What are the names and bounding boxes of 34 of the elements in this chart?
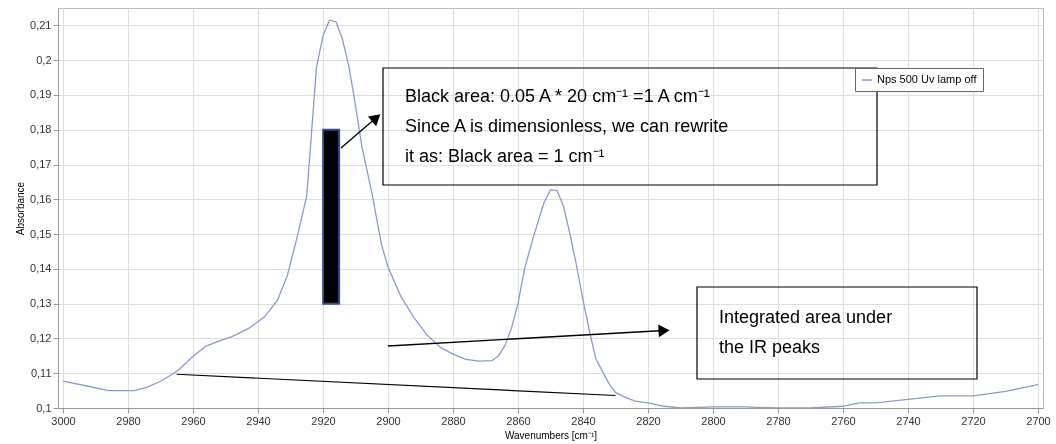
x-tick-label: 2920	[311, 414, 336, 427]
x-tick-label: 3000	[51, 414, 76, 427]
x-tick-label: 2980	[116, 414, 141, 427]
x-tick-label: 2700	[1026, 414, 1051, 427]
y-tick-label: 0,16	[30, 192, 52, 205]
y-tick-label: 0,12	[30, 331, 52, 344]
x-axis-title: Wavenumbers [cm⁻¹]	[504, 429, 598, 441]
legend-label: Nps 500 Uv lamp off	[877, 73, 978, 85]
y-tick-label: 0,2	[36, 53, 52, 66]
x-tick-label: 2860	[506, 414, 531, 427]
x-tick-label: 2900	[376, 414, 401, 427]
x-tick-label: 2820	[636, 414, 661, 427]
y-axis-title: Absorbance	[15, 181, 27, 236]
x-tick-label: 2800	[701, 414, 726, 427]
y-tick-label: 0,17	[30, 158, 52, 171]
y-tick-label: 0,13	[30, 297, 52, 310]
x-tick-label: 2960	[181, 414, 206, 427]
x-tick-label: 2840	[571, 414, 596, 427]
y-tick-label: 0,19	[30, 88, 52, 101]
y-tick-label: 0,14	[30, 262, 52, 275]
y-tick-label: 0,18	[30, 123, 52, 136]
y-tick-label: 0,1	[36, 401, 52, 414]
x-tick-label: 2720	[961, 414, 986, 427]
x-tick-label: 2760	[831, 414, 856, 427]
y-tick-label: 0,11	[30, 366, 52, 379]
x-tick-label: 2940	[246, 414, 271, 427]
x-tick-label: 2880	[441, 414, 466, 427]
y-tick-label: 0,15	[30, 227, 52, 240]
y-tick-label: 0,21	[30, 18, 52, 31]
line-series	[62, 19, 1039, 408]
annotation: Integrated area under the IR peaks	[719, 307, 893, 357]
annotation: Black area: 0.05 A * 20 cm⁻¹ =1 A cm⁻¹ Since A is dimensionless, we can rewrite it as: Black area = 1 cm⁻¹	[405, 85, 729, 166]
x-tick-label: 2780	[766, 414, 791, 427]
x-tick-label: 2740	[896, 414, 921, 427]
